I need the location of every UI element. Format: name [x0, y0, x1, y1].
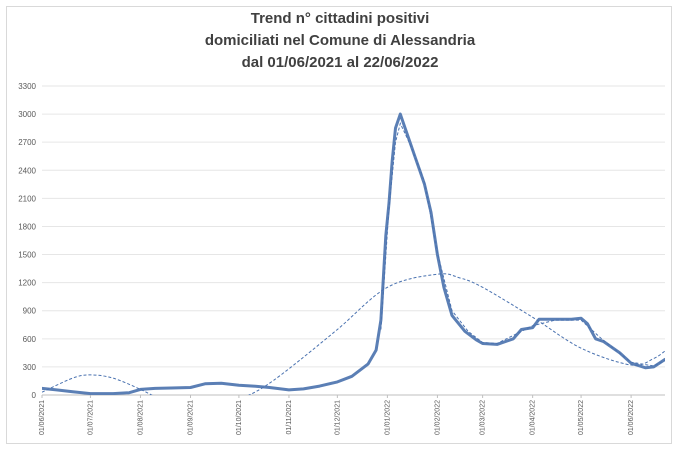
y-tick-label: 3000: [18, 110, 36, 119]
x-tick-label: 01/12/2021: [334, 400, 341, 435]
x-tick-label: 01/01/2022: [384, 400, 391, 435]
x-tick-label: 01/08/2021: [137, 400, 144, 435]
y-tick-label: 2100: [18, 194, 36, 203]
x-tick-label: 01/04/2022: [530, 400, 537, 435]
y-tick-label: 2700: [18, 138, 36, 147]
x-tick-label: 01/06/2021: [39, 400, 46, 435]
series-line-dashed-polynomial-trend: [42, 273, 665, 395]
x-tick-label: 01/02/2022: [434, 400, 441, 435]
chart-title-line-2: domiciliati nel Comune di Alessandria: [204, 32, 476, 49]
series-line-solid-thick: [42, 112, 665, 395]
y-tick-label: 300: [23, 363, 37, 372]
x-tick-label: 01/11/2021: [286, 400, 293, 435]
chart-frame: [6, 6, 672, 444]
y-tick-label: 3300: [18, 82, 36, 91]
chart-title: Trend n° cittadini positivi domiciliati …: [0, 8, 680, 74]
x-tick-label: 01/06/2022: [628, 400, 635, 435]
y-tick-label: 1500: [18, 251, 36, 260]
y-tick-label: 0: [32, 391, 37, 400]
y-tick-label: 900: [23, 307, 37, 316]
y-tick-label: 1200: [18, 279, 36, 288]
x-tick-label: 01/10/2021: [236, 400, 243, 435]
x-tick-label: 01/09/2021: [187, 400, 194, 435]
chart-title-line-1: Trend n° cittadini positivi: [250, 10, 430, 27]
x-tick-label: 01/05/2022: [578, 400, 585, 435]
x-tick-label: 01/03/2022: [480, 400, 487, 435]
series-line-dashed-moving-average: [380, 122, 665, 367]
y-tick-label: 600: [23, 335, 37, 344]
y-tick-label: 1800: [18, 222, 36, 231]
x-tick-label: 01/07/2021: [87, 400, 94, 435]
y-tick-label: 2400: [18, 166, 36, 175]
chart-title-line-3: dal 01/06/2021 al 22/06/2022: [241, 54, 439, 71]
